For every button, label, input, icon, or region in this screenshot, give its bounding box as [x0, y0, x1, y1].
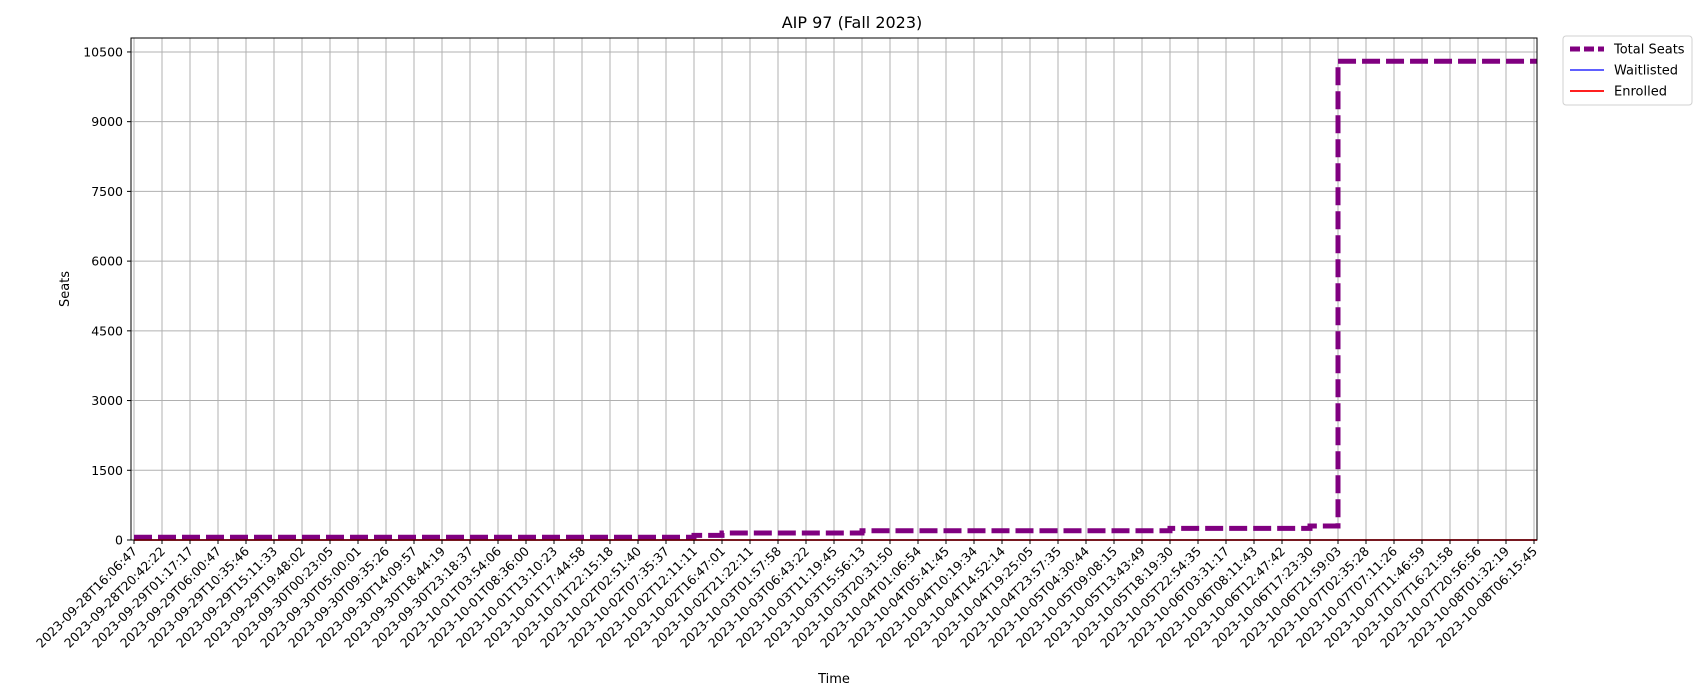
y-tick-label: 0 [115, 533, 123, 548]
y-axis-ticks: 0 1500 3000 4500 6000 7500 9000 10500 [83, 44, 131, 548]
chart-title: AIP 97 (Fall 2023) [782, 13, 923, 32]
y-tick-label: 10500 [83, 44, 123, 59]
x-axis-label: Time [817, 672, 850, 687]
legend-entry: Enrolled [1614, 85, 1667, 100]
y-tick-label: 9000 [91, 114, 123, 129]
y-tick-label: 1500 [91, 463, 123, 478]
legend-entry: Total Seats [1613, 43, 1685, 58]
legend-entry: Waitlisted [1614, 64, 1678, 79]
y-tick-label: 6000 [91, 254, 123, 269]
legend: Total Seats Waitlisted Enrolled [1562, 35, 1693, 106]
legend-items: Total Seats Waitlisted Enrolled [1570, 43, 1685, 100]
x-axis-ticks: 2023-09-28T16:06:472023-09-28T20:42:2220… [33, 540, 1540, 651]
y-tick-label: 4500 [91, 323, 123, 338]
y-tick-label: 7500 [91, 184, 123, 199]
series-line-total-seats [134, 58, 1537, 540]
series-layer [134, 58, 1537, 541]
legend-frame [1562, 35, 1693, 106]
y-axis-label: Seats [58, 271, 73, 307]
y-tick-label: 3000 [91, 393, 123, 408]
grid [131, 38, 1537, 541]
